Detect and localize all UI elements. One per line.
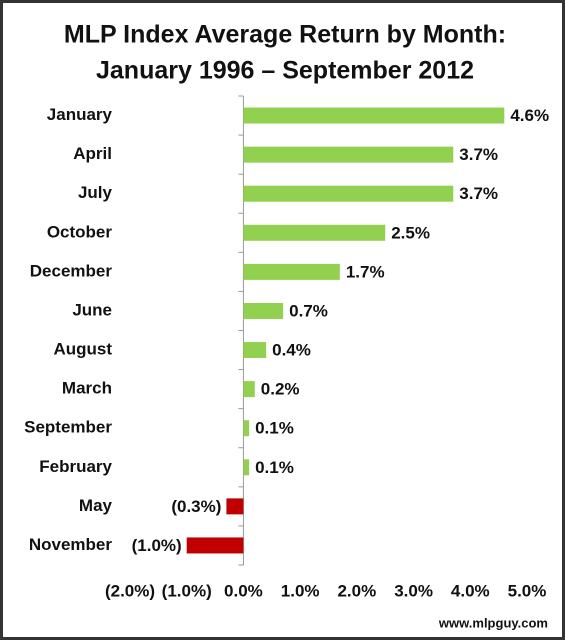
y-tick-label: October: [47, 222, 113, 241]
y-tick-label: December: [30, 261, 113, 280]
x-tick-label: 0.0%: [224, 581, 263, 600]
y-tick-label: August: [53, 340, 112, 359]
y-tick-label: November: [29, 535, 113, 554]
bar: [186, 537, 244, 554]
value-label: 0.7%: [289, 301, 328, 320]
bar: [243, 459, 250, 476]
y-tick-label: February: [39, 457, 112, 476]
y-tick-label: April: [73, 144, 112, 163]
x-tick-label: 2.0%: [337, 581, 376, 600]
bar: [243, 302, 284, 319]
x-tick-label: 5.0%: [508, 581, 547, 600]
chart-subtitle: January 1996 – September 2012: [96, 57, 474, 85]
y-tick-label: May: [79, 496, 113, 515]
bar: [226, 498, 244, 515]
value-label: 0.2%: [261, 380, 300, 399]
value-label: (0.3%): [171, 497, 221, 516]
bar: [243, 381, 255, 398]
x-tick-label: 3.0%: [394, 581, 433, 600]
y-tick-label: March: [62, 379, 112, 398]
value-label: (1.0%): [132, 536, 182, 555]
value-label: 0.1%: [255, 419, 294, 438]
value-label: 4.6%: [510, 106, 549, 125]
value-label: 3.7%: [459, 184, 498, 203]
bar: [243, 146, 454, 163]
bar: [243, 342, 267, 359]
bar: [243, 420, 250, 437]
value-label: 1.7%: [346, 262, 385, 281]
chart-title: MLP Index Average Return by Month:: [64, 21, 506, 49]
x-tick-label: (1.0%): [162, 581, 212, 600]
value-label: 2.5%: [391, 223, 430, 242]
bar: [243, 185, 454, 202]
source: www.mlpguy.com: [438, 615, 548, 630]
value-label: 0.1%: [255, 458, 294, 477]
y-tick-label: July: [78, 183, 113, 202]
value-label: 3.7%: [459, 145, 498, 164]
y-tick-label: January: [47, 105, 113, 124]
y-tick-label: June: [72, 300, 112, 319]
y-tick-label: September: [24, 418, 112, 437]
bar: [243, 107, 505, 124]
bar: [243, 263, 340, 280]
x-tick-label: (2.0%): [105, 581, 155, 600]
x-tick-label: 4.0%: [451, 581, 490, 600]
bar: [243, 224, 386, 241]
value-label: 0.4%: [272, 341, 311, 360]
x-tick-label: 1.0%: [281, 581, 320, 600]
